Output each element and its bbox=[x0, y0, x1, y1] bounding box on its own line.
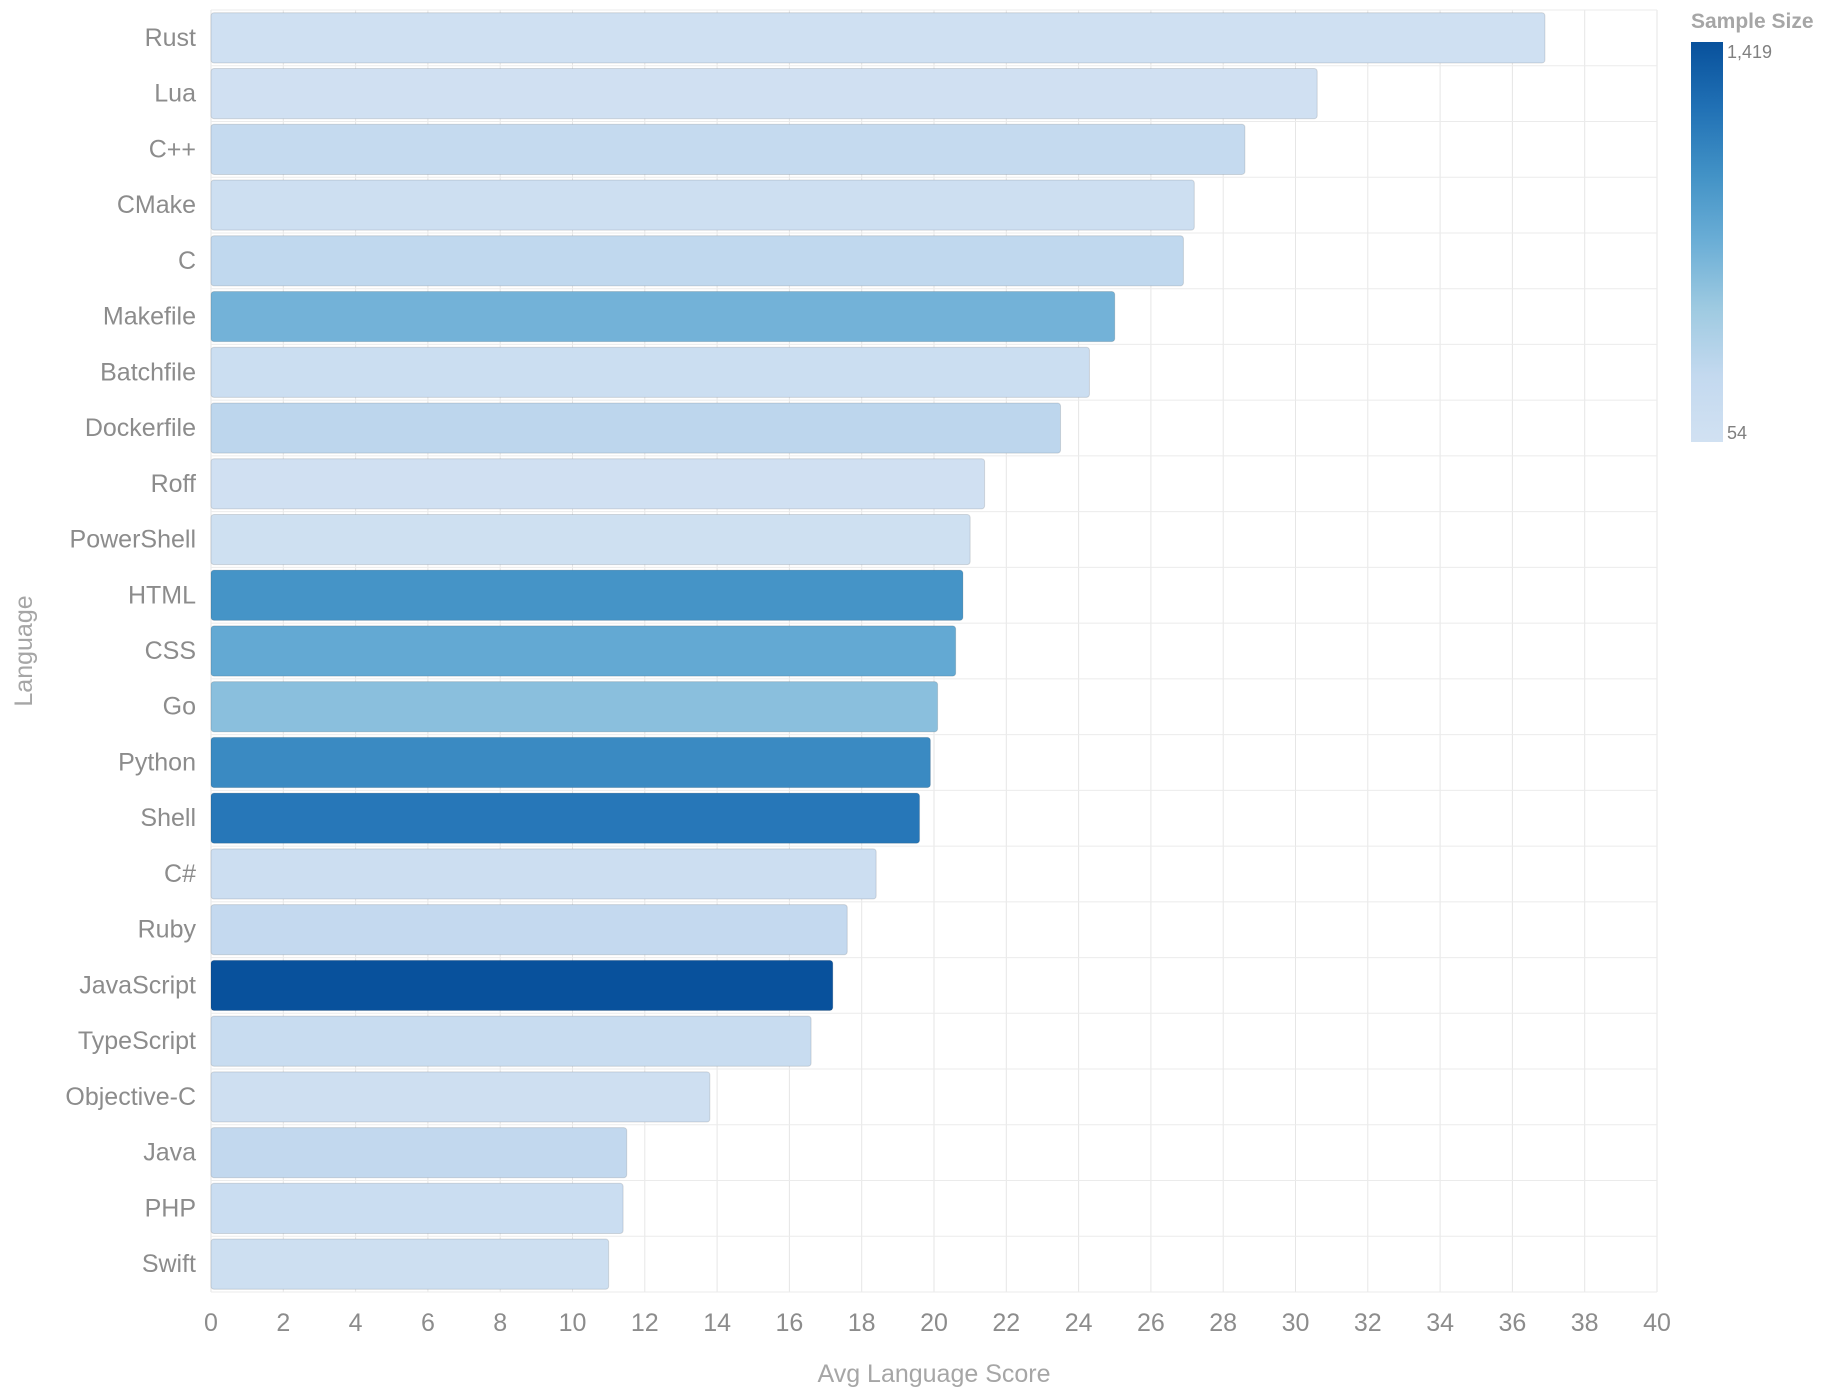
bar-dockerfile[interactable] bbox=[210, 402, 1062, 454]
x-tick-label: 22 bbox=[992, 1309, 1020, 1337]
bar-powershell[interactable] bbox=[210, 513, 971, 566]
bar-c-[interactable] bbox=[210, 848, 877, 900]
x-tick-label: 4 bbox=[349, 1309, 363, 1337]
x-tick-label: 18 bbox=[848, 1309, 876, 1337]
bar-roff[interactable] bbox=[210, 458, 986, 510]
color-legend: Sample Size 1,419 54 bbox=[1691, 10, 1814, 443]
x-tick-label: 38 bbox=[1571, 1309, 1599, 1337]
bar-cmake[interactable] bbox=[210, 179, 1195, 231]
y-tick-label: JavaScript bbox=[79, 971, 196, 999]
y-tick-label: Go bbox=[163, 693, 196, 721]
x-tick-label: 8 bbox=[493, 1309, 507, 1337]
bar-swift[interactable] bbox=[210, 1238, 610, 1290]
y-tick-label: Rust bbox=[145, 24, 196, 52]
bar-c-[interactable] bbox=[210, 123, 1246, 175]
y-tick-label: Swift bbox=[142, 1250, 196, 1278]
bar-shell[interactable] bbox=[210, 792, 921, 844]
x-tick-label: 24 bbox=[1065, 1309, 1093, 1337]
y-tick-label: Ruby bbox=[138, 916, 197, 944]
bar-python[interactable] bbox=[210, 736, 931, 789]
y-tick-label: Batchfile bbox=[100, 358, 196, 386]
x-tick-label: 0 bbox=[204, 1309, 218, 1337]
y-tick-label: Lua bbox=[154, 80, 196, 108]
bar-c[interactable] bbox=[210, 235, 1184, 287]
legend-max-label: 1,419 bbox=[1727, 42, 1772, 62]
bar-lua[interactable] bbox=[210, 68, 1318, 120]
y-tick-label: PHP bbox=[145, 1194, 196, 1222]
bar-batchfile[interactable] bbox=[210, 346, 1090, 398]
y-axis-tick-labels: Rust Lua C++ CMake C Makefile Batchfile Dockerf… bbox=[65, 24, 196, 1278]
y-tick-label: PowerShell bbox=[70, 526, 196, 554]
x-tick-label: 32 bbox=[1354, 1309, 1382, 1337]
x-tick-label: 36 bbox=[1498, 1309, 1526, 1337]
x-tick-label: 6 bbox=[421, 1309, 435, 1337]
y-tick-label: Python bbox=[118, 748, 196, 776]
y-tick-label: CMake bbox=[117, 191, 196, 219]
bar-php[interactable] bbox=[210, 1182, 624, 1234]
x-tick-label: 26 bbox=[1137, 1309, 1165, 1337]
bar-html[interactable] bbox=[210, 569, 964, 621]
bar-typescript[interactable] bbox=[210, 1015, 812, 1067]
y-tick-label: Shell bbox=[140, 804, 196, 832]
y-tick-label: C++ bbox=[149, 135, 196, 163]
legend-color-bar bbox=[1691, 42, 1723, 442]
bar-css[interactable] bbox=[210, 625, 957, 677]
x-tick-label: 34 bbox=[1426, 1309, 1454, 1337]
y-tick-label: Java bbox=[143, 1139, 196, 1167]
x-axis-title: Avg Language Score bbox=[817, 1360, 1050, 1388]
bar-javascript[interactable] bbox=[210, 959, 834, 1012]
x-tick-label: 10 bbox=[559, 1309, 587, 1337]
x-tick-label: 28 bbox=[1209, 1309, 1237, 1337]
bar-java[interactable] bbox=[210, 1127, 628, 1179]
y-tick-label: C# bbox=[164, 860, 196, 888]
x-tick-label: 30 bbox=[1282, 1309, 1310, 1337]
legend-min-label: 54 bbox=[1727, 423, 1747, 443]
x-tick-label: 16 bbox=[775, 1309, 803, 1337]
y-tick-label: TypeScript bbox=[78, 1027, 196, 1055]
bar-objective-c[interactable] bbox=[210, 1071, 711, 1123]
x-tick-label: 12 bbox=[631, 1309, 659, 1337]
bar-go[interactable] bbox=[210, 681, 939, 733]
y-tick-label: C bbox=[178, 247, 196, 275]
y-axis-title: Language bbox=[10, 595, 38, 706]
y-tick-label: CSS bbox=[145, 637, 196, 665]
legend-title: Sample Size bbox=[1691, 10, 1814, 33]
y-tick-label: Objective-C bbox=[65, 1083, 196, 1111]
y-tick-label: HTML bbox=[128, 581, 196, 609]
y-tick-label: Makefile bbox=[103, 303, 196, 331]
bar-makefile[interactable] bbox=[210, 290, 1116, 343]
y-tick-label: Roff bbox=[151, 470, 196, 498]
x-tick-label: 40 bbox=[1643, 1309, 1671, 1337]
y-tick-label: Dockerfile bbox=[85, 414, 196, 442]
x-tick-label: 14 bbox=[703, 1309, 731, 1337]
x-tick-label: 20 bbox=[920, 1309, 948, 1337]
bars bbox=[210, 12, 1546, 1290]
bar-ruby[interactable] bbox=[210, 904, 848, 956]
bar-rust[interactable] bbox=[210, 12, 1546, 64]
x-tick-label: 2 bbox=[276, 1309, 290, 1337]
x-axis-tick-labels: 0 2 4 6 8 10 12 14 16 18 20 22 24 26 28 30 32 34 36 38 40 bbox=[204, 1309, 1671, 1337]
